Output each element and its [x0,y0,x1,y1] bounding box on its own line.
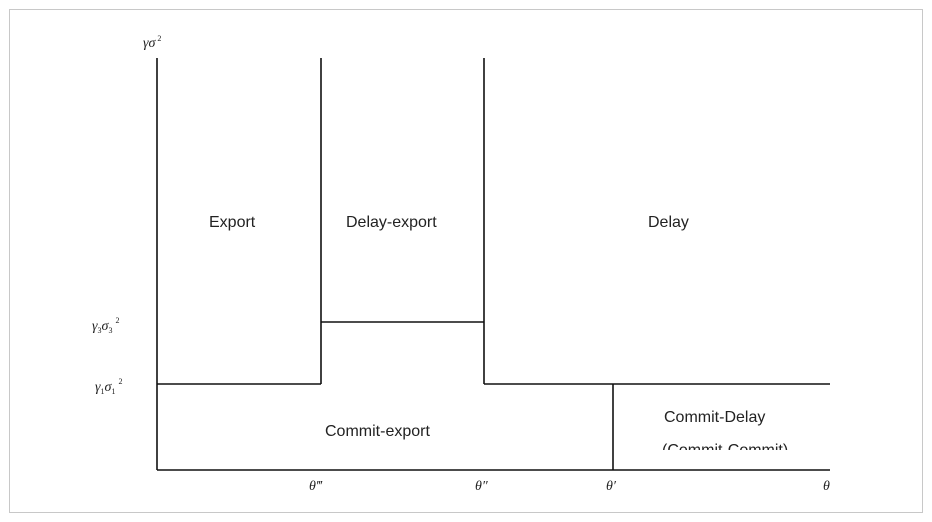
x-axis-label: θ [823,479,830,494]
region-label-delay: Delay [648,214,689,231]
x-tick-theta-double-prime: θ″ [475,479,488,494]
figure-frame [9,9,923,513]
region-label-commit-delay: Commit-Delay [664,409,765,426]
x-tick-theta-prime: θ′ [606,479,617,494]
y-axis-label: γσ 2 [143,34,161,51]
region-label-delay-export: Delay-export [346,214,437,231]
region-label-commit-export: Commit-export [325,423,430,440]
region-label-export: Export [209,214,256,231]
region-label-commit-commit: (Commit-Commit) [662,442,788,459]
y-tick-gamma1-sigma1: γ1σ12 [95,377,122,396]
y-tick-gamma3-sigma3: γ3σ32 [92,316,119,335]
x-tick-theta-triple-prime: θ‴ [309,479,323,494]
